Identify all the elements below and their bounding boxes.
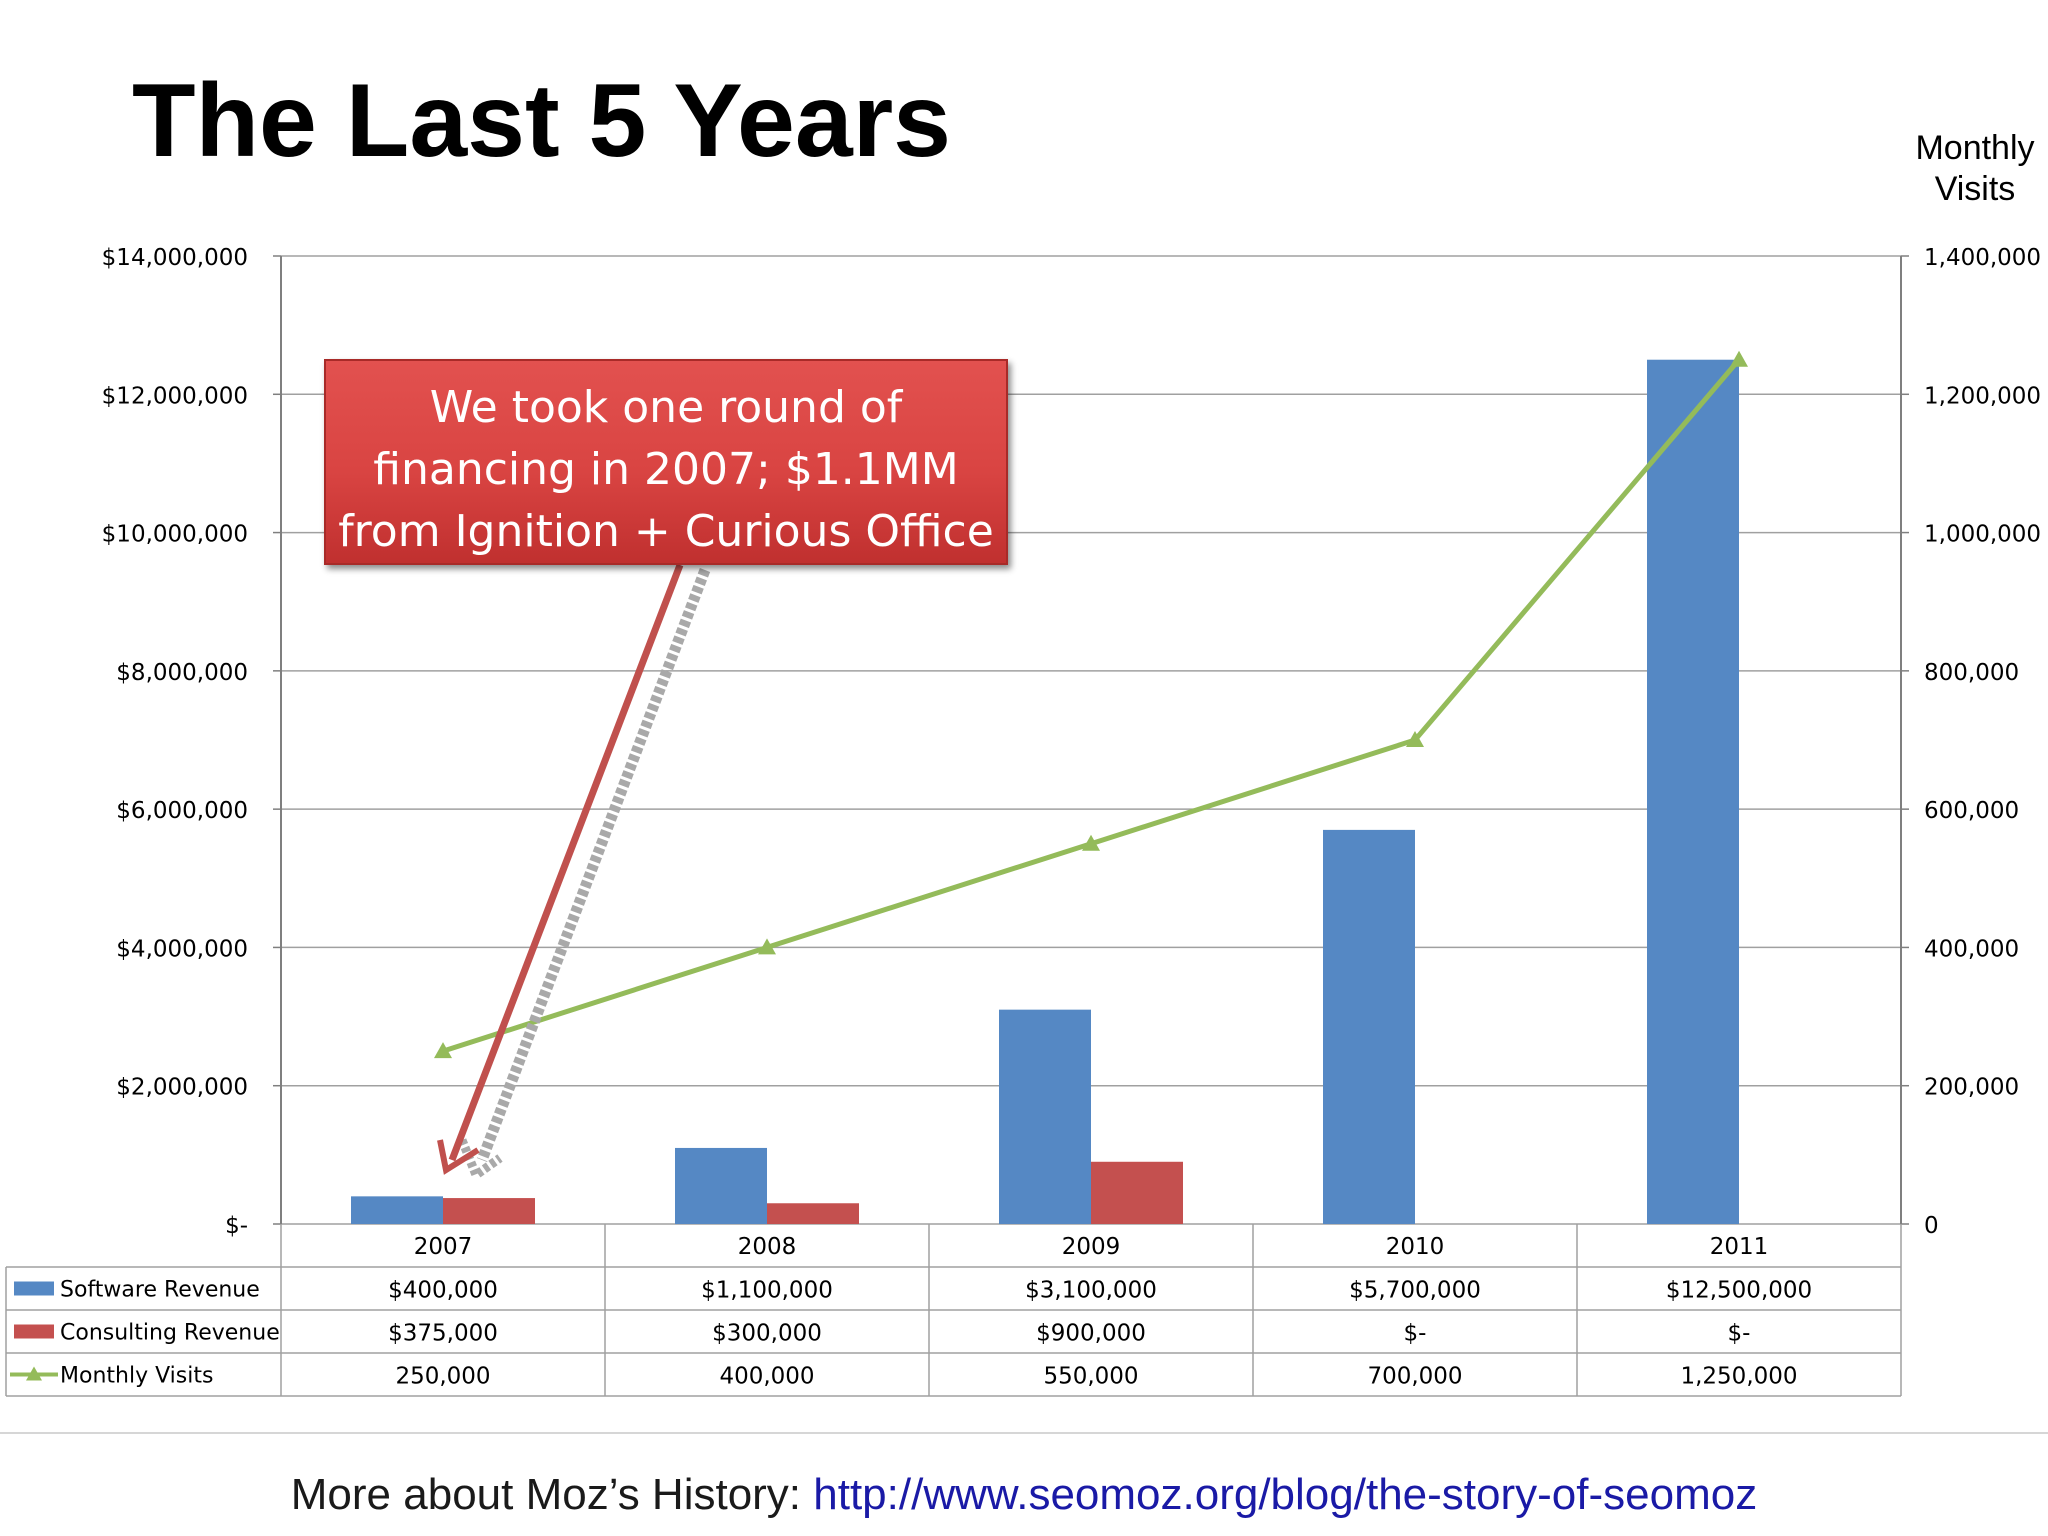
line-series (434, 350, 1748, 1059)
monthly-visits-point (1406, 731, 1424, 747)
monthly-visits-point (1082, 834, 1100, 851)
right-tick-label: 600,000 (1924, 798, 2019, 824)
callout-arrows (437, 563, 711, 1182)
legend-key (14, 1324, 54, 1339)
right-tick-label: 0 (1924, 1213, 1939, 1239)
table-cell: $1,100,000 (701, 1278, 833, 1304)
table-cell: $5,700,000 (1349, 1278, 1481, 1304)
grid-lines (281, 255, 1901, 1225)
category-label: 2007 (414, 1234, 473, 1260)
table-cell: 400,000 (719, 1364, 814, 1390)
right-tick-label: 200,000 (1924, 1075, 2019, 1101)
right-tick-label: 400,000 (1924, 936, 2019, 962)
right-tick-label: 1,400,000 (1924, 245, 2041, 271)
footer-label: More about Moz’s History: (290, 1470, 814, 1519)
table-cell: 550,000 (1043, 1364, 1138, 1390)
red-arrow-shaft (448, 563, 684, 1162)
table-cell: 700,000 (1367, 1364, 1462, 1390)
bar-software-revenue (1323, 829, 1415, 1224)
left-tick-label: $- (225, 1213, 248, 1239)
slide-title: The Last 5 Years (132, 63, 951, 179)
table-cell: $12,500,000 (1666, 1278, 1812, 1304)
bar-software-revenue (999, 1009, 1091, 1224)
left-tick-label: $10,000,000 (102, 522, 248, 548)
table-cell: $- (1728, 1321, 1751, 1347)
category-label: 2011 (1710, 1234, 1769, 1260)
gray-arrow-head (457, 1138, 503, 1182)
right-tick-label: 1,000,000 (1924, 522, 2041, 548)
left-tick-label: $2,000,000 (116, 1075, 248, 1101)
legend-label: Consulting Revenue (60, 1321, 280, 1346)
footer: More about Moz’s History: http://www.seo… (0, 1470, 2048, 1520)
legend-key (14, 1281, 54, 1296)
bar-consulting-revenue (767, 1203, 859, 1224)
right-tick-label: 1,200,000 (1924, 383, 2041, 409)
right-tick-label: 800,000 (1924, 660, 2019, 686)
left-tick-label: $4,000,000 (116, 936, 248, 962)
gray-arrow-shaft (476, 568, 711, 1162)
bar-consulting-revenue (443, 1198, 535, 1224)
left-tick-label: $12,000,000 (102, 383, 248, 409)
monthly-visits-point (758, 938, 776, 955)
left-tick-label: $6,000,000 (116, 798, 248, 824)
monthly-visits-point (434, 1042, 452, 1059)
table-cell: $375,000 (388, 1321, 498, 1347)
table-cell: 250,000 (395, 1364, 490, 1390)
bar-software-revenue (1647, 359, 1739, 1224)
category-label: 2010 (1386, 1234, 1445, 1260)
table-cell: $400,000 (388, 1278, 498, 1304)
table-cell: 1,250,000 (1680, 1364, 1797, 1390)
legend-label: Monthly Visits (60, 1364, 213, 1389)
data-table: 2007 2008 2009 2010 2011 Software Revenue $400… (5, 1224, 1902, 1397)
axes: $- $2,000,000 $4,000,000 $6,000,000 $8,000,0… (102, 245, 2041, 1239)
monthly-visits-point (1730, 350, 1748, 367)
bar-consulting-revenue (1091, 1161, 1183, 1224)
legend-label: Software Revenue (60, 1278, 260, 1303)
category-label: 2009 (1062, 1234, 1121, 1260)
legend-key-marker (26, 1366, 42, 1381)
left-tick-label: $8,000,000 (116, 660, 248, 686)
bar-software-revenue (351, 1196, 443, 1224)
table-cell: $3,100,000 (1025, 1278, 1157, 1304)
table-cell: $300,000 (712, 1321, 822, 1347)
financing-callout: We took one round of financing in 2007; … (324, 359, 1008, 565)
footer-link[interactable]: http://www.seomoz.org/blog/the-story-of-… (813, 1470, 1758, 1519)
red-arrow-head (437, 1139, 480, 1175)
right-axis-title: Monthly Visits (1915, 129, 2035, 208)
bar-software-revenue (675, 1147, 767, 1224)
table-cell: $- (1404, 1321, 1427, 1347)
table-cell: $900,000 (1036, 1321, 1146, 1347)
footer-divider (0, 1432, 2048, 1434)
left-tick-label: $14,000,000 (102, 245, 248, 271)
bar-series (351, 359, 1739, 1224)
category-label: 2008 (738, 1234, 797, 1260)
combo-chart: $- $2,000,000 $4,000,000 $6,000,000 $8,000,0… (5, 245, 2041, 1397)
